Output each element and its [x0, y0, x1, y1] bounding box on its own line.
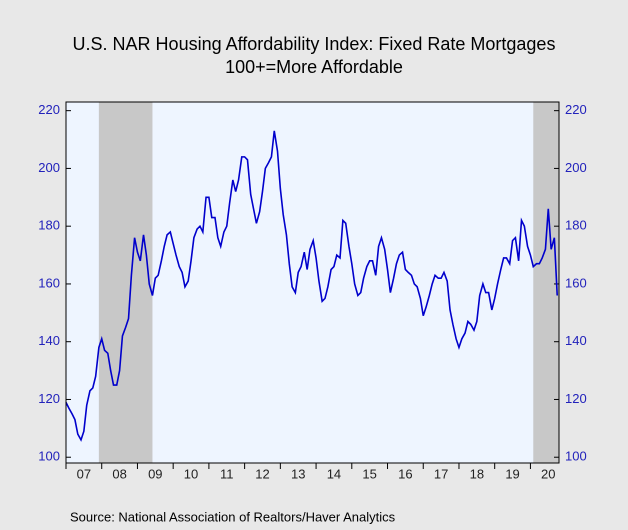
x-tick-label: 20: [541, 466, 555, 481]
y2-tick-label: 120: [565, 391, 587, 406]
y-tick-label: 140: [38, 333, 60, 348]
x-tick-label: 13: [291, 466, 305, 481]
y-tick-label: 120: [38, 391, 60, 406]
x-tick-label: 17: [434, 466, 448, 481]
y2-tick-label: 160: [565, 275, 587, 290]
x-tick-label: 16: [398, 466, 412, 481]
recession-shade: [533, 102, 559, 463]
x-tick-label: 19: [505, 466, 519, 481]
x-tick-label: 14: [327, 466, 341, 481]
x-tick-label: 08: [112, 466, 126, 481]
x-tick-label: 15: [362, 466, 376, 481]
source-note: Source: National Association of Realtors…: [70, 509, 396, 524]
y-tick-label: 100: [38, 449, 60, 464]
y2-tick-label: 220: [565, 102, 587, 117]
y2-tick-label: 200: [565, 160, 587, 175]
x-tick-label: 07: [77, 466, 91, 481]
x-tick-label: 10: [184, 466, 198, 481]
y2-tick-label: 180: [565, 218, 587, 233]
y-tick-label: 160: [38, 275, 60, 290]
recession-shade: [98, 102, 153, 463]
y-tick-label: 200: [38, 160, 60, 175]
chart-title: U.S. NAR Housing Affordability Index: Fi…: [73, 34, 556, 54]
y-tick-label: 220: [38, 102, 60, 117]
plot-frame: [65, 101, 560, 464]
x-tick-label: 18: [470, 466, 484, 481]
y2-tick-label: 140: [565, 333, 587, 348]
y2-tick-label: 100: [565, 449, 587, 464]
x-tick-label: 09: [148, 466, 162, 481]
y-tick-label: 180: [38, 218, 60, 233]
x-tick-label: 11: [220, 466, 234, 481]
chart-subtitle: 100+=More Affordable: [225, 57, 403, 77]
data-line: [65, 130, 559, 442]
x-tick-label: 12: [255, 466, 269, 481]
